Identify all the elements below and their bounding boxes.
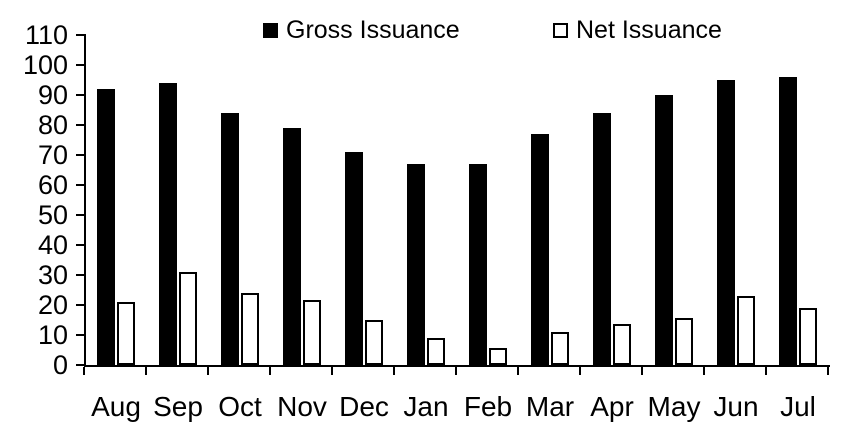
x-tick-0	[83, 367, 85, 375]
gross-issuance-bar-jun	[717, 80, 735, 365]
y-tick-60	[76, 184, 84, 186]
net-issuance-bar-nov	[303, 300, 321, 365]
gross-issuance-bar-dec	[345, 152, 363, 365]
y-tick-0	[76, 364, 84, 366]
y-axis-label-110: 110	[24, 20, 68, 50]
bar-group-jan	[395, 35, 457, 365]
gross-issuance-bar-nov	[283, 128, 301, 365]
y-tick-90	[76, 94, 84, 96]
x-tick-7	[517, 367, 519, 375]
gross-issuance-bar-aug	[97, 89, 115, 365]
x-tick-6	[455, 367, 457, 375]
net-issuance-bar-jun	[737, 296, 755, 365]
y-tick-20	[76, 304, 84, 306]
y-axis-label-30: 30	[37, 260, 68, 290]
bar-group-dec	[333, 35, 395, 365]
net-issuance-bar-feb	[489, 348, 507, 365]
x-axis-label-nov: Nov	[277, 391, 327, 422]
x-tick-5	[393, 367, 395, 375]
x-axis-line	[84, 365, 830, 367]
gross-issuance-bar-oct	[221, 113, 239, 365]
y-tick-30	[76, 274, 84, 276]
y-axis-label-100: 100	[22, 50, 68, 80]
gross-issuance-bar-mar	[531, 134, 549, 365]
x-axis-label-jul: Jul	[780, 391, 816, 422]
x-axis-label-dec: Dec	[339, 391, 389, 422]
x-axis-label-feb: Feb	[463, 391, 513, 422]
y-axis-label-40: 40	[37, 230, 68, 260]
x-tick-1	[145, 367, 147, 375]
bar-group-jun	[705, 35, 767, 365]
x-tick-9	[641, 367, 643, 375]
legend-item-gross-issuance: Gross Issuance	[263, 15, 460, 45]
x-tick-3	[269, 367, 271, 375]
x-axis-label-may: May	[647, 391, 701, 422]
x-tick-4	[331, 367, 333, 375]
y-axis-label-10: 10	[37, 320, 68, 350]
net-issuance-bar-jul	[799, 308, 817, 365]
y-tick-80	[76, 124, 84, 126]
y-tick-70	[76, 154, 84, 156]
y-axis-line	[84, 34, 86, 367]
y-axis-label-60: 60	[37, 170, 68, 200]
gross-issuance-bar-apr	[593, 113, 611, 365]
x-axis-label-apr: Apr	[590, 391, 634, 422]
net-issuance-swatch-icon	[553, 22, 568, 38]
bar-group-feb	[457, 35, 519, 365]
x-axis-labels: Aug Sep Oct Nov Dec Jan Feb Mar Apr May Jun Jul	[85, 392, 829, 422]
x-tick-11	[765, 367, 767, 375]
x-tick-2	[207, 367, 209, 375]
net-issuance-bar-aug	[117, 302, 135, 365]
plot-area	[85, 35, 829, 365]
net-issuance-bar-dec	[365, 320, 383, 365]
y-axis-label-80: 80	[37, 110, 68, 140]
bar-group-jul	[767, 35, 829, 365]
y-tick-40	[76, 244, 84, 246]
net-issuance-bar-jan	[427, 338, 445, 365]
y-axis-label-90: 90	[37, 80, 68, 110]
net-issuance-bar-mar	[551, 332, 569, 365]
legend-label-net-issuance: Net Issuance	[576, 16, 722, 44]
net-issuance-bar-oct	[241, 293, 259, 365]
x-tick-10	[703, 367, 705, 375]
y-axis-label-20: 20	[37, 290, 68, 320]
y-tick-110	[76, 34, 84, 36]
gross-issuance-swatch-icon	[263, 22, 278, 38]
net-issuance-bar-apr	[613, 324, 631, 365]
net-issuance-bar-may	[675, 318, 693, 365]
gross-issuance-bar-jul	[779, 77, 797, 365]
gross-issuance-bar-sep	[159, 83, 177, 365]
x-axis-label-aug: Aug	[91, 391, 141, 422]
bar-group-may	[643, 35, 705, 365]
net-issuance-bar-sep	[179, 272, 197, 365]
bar-group-nov	[271, 35, 333, 365]
x-axis-label-jun: Jun	[713, 391, 759, 422]
x-axis-label-jan: Jan	[403, 391, 449, 422]
gross-issuance-bar-jan	[407, 164, 425, 365]
legend-label-gross-issuance: Gross Issuance	[286, 16, 460, 44]
gross-issuance-bar-feb	[469, 164, 487, 365]
y-axis-label-0: 0	[52, 350, 68, 380]
x-axis-label-oct: Oct	[218, 391, 262, 422]
x-tick-12	[827, 367, 829, 375]
x-axis-label-sep: Sep	[153, 391, 203, 422]
x-tick-8	[579, 367, 581, 375]
legend-item-net-issuance: Net Issuance	[553, 15, 722, 45]
y-axis-label-50: 50	[37, 200, 68, 230]
y-tick-50	[76, 214, 84, 216]
bar-group-mar	[519, 35, 581, 365]
y-axis-label-70: 70	[37, 140, 68, 170]
y-tick-10	[76, 334, 84, 336]
x-axis-label-mar: Mar	[525, 391, 575, 422]
bar-group-aug	[85, 35, 147, 365]
gross-issuance-bar-may	[655, 95, 673, 365]
bar-group-sep	[147, 35, 209, 365]
y-tick-100	[76, 64, 84, 66]
bar-group-apr	[581, 35, 643, 365]
bar-group-oct	[209, 35, 271, 365]
